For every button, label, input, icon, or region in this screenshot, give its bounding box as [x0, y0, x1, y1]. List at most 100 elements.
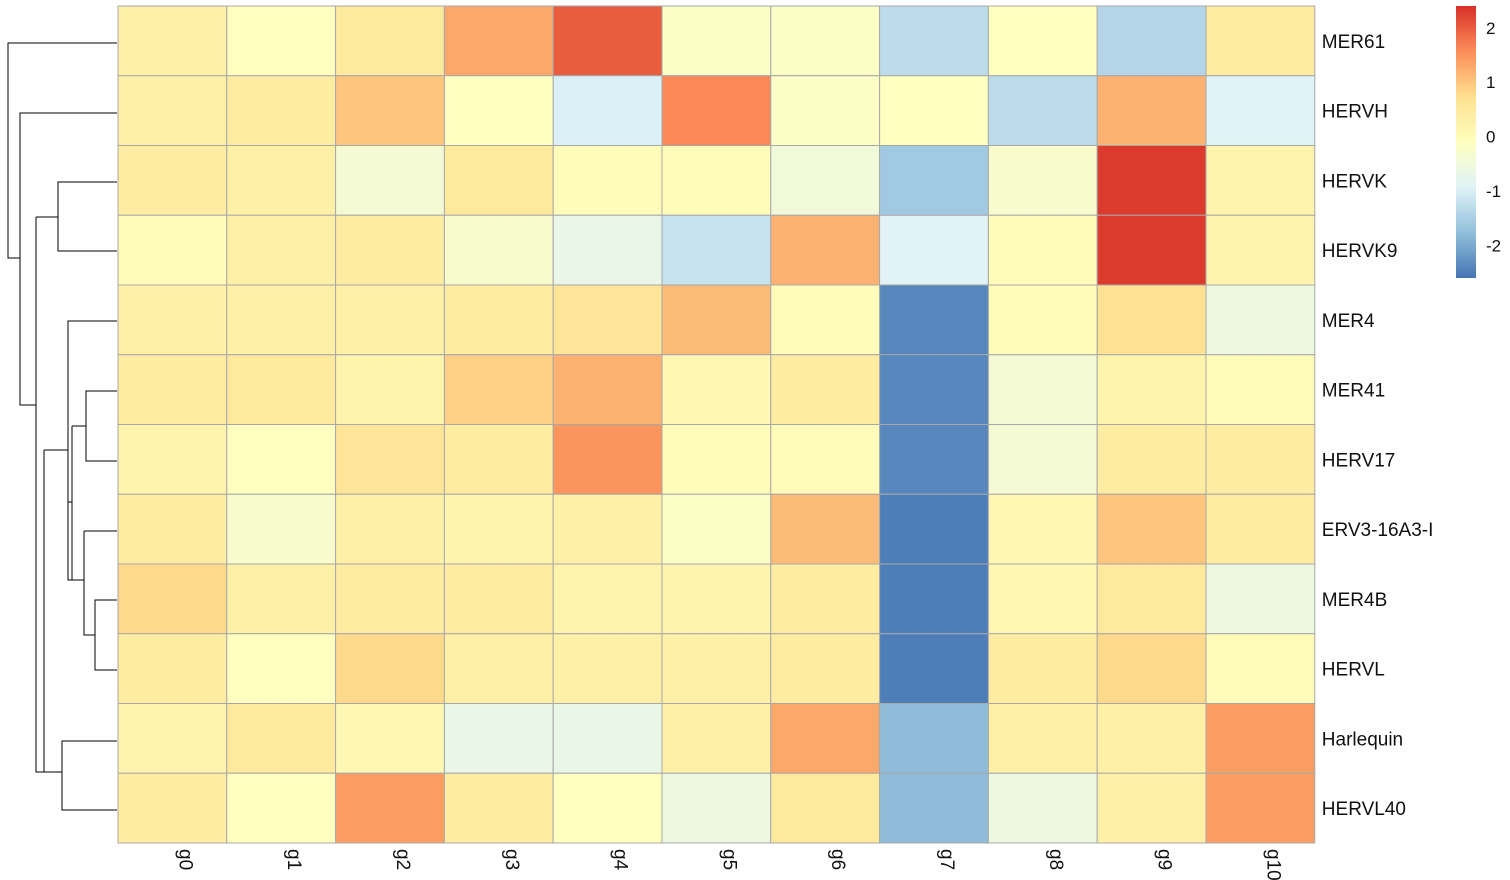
heatmap-cell: [335, 145, 445, 216]
heatmap-cell: [987, 633, 1098, 704]
heatmap-cell: [552, 5, 663, 77]
heatmap-cell: [661, 214, 772, 286]
heatmap-cell: [335, 703, 445, 774]
heatmap-cell: [443, 5, 554, 77]
heatmap-cell: [661, 633, 772, 704]
column-label: g9: [1154, 849, 1175, 870]
row-label: MER4: [1322, 311, 1375, 332]
heatmap-cell: [661, 424, 772, 495]
heatmap-cell: [226, 145, 337, 216]
heatmap-cell: [1205, 354, 1316, 425]
heatmap-cell: [552, 563, 663, 635]
heatmap-cell: [1205, 633, 1316, 704]
heatmap-cell: [987, 145, 1098, 216]
column-label: g3: [501, 849, 522, 870]
heatmap-cell: [335, 493, 445, 565]
colorbar-tick-label: -2: [1486, 236, 1501, 255]
heatmap-cell: [879, 703, 989, 774]
heatmap-cell: [1205, 5, 1316, 77]
heatmap-cell: [443, 493, 554, 565]
heatmap-cell: [552, 284, 663, 356]
heatmap-cell: [443, 563, 554, 635]
row-label: HERVH: [1322, 102, 1388, 123]
heatmap-cell: [987, 214, 1098, 286]
column-label: g7: [936, 849, 957, 870]
heatmap-cells: [117, 5, 1316, 844]
heatmap-cell: [335, 5, 445, 77]
row-label: ERV3-16A3-I: [1322, 520, 1434, 541]
heatmap-cell: [661, 75, 772, 146]
heatmap-cell: [1205, 75, 1316, 146]
heatmap-cell: [226, 493, 337, 565]
colorbar: [1456, 6, 1476, 278]
heatmap-cell: [226, 284, 337, 356]
heatmap-cell: [552, 75, 663, 146]
heatmap-cell: [879, 284, 989, 356]
dendro-branch: [61, 740, 117, 811]
dendro-branch: [43, 450, 62, 773]
heatmap-cell: [987, 563, 1098, 635]
heatmap-cell: [1096, 633, 1207, 704]
heatmap-cell: [661, 563, 772, 635]
heatmap-cell: [1096, 772, 1207, 844]
heatmap-cell: [770, 5, 881, 77]
heatmap-cell: [661, 145, 772, 216]
heatmap-cell: [1205, 772, 1316, 844]
heatmap-cell: [335, 284, 445, 356]
row-label: HERVL40: [1322, 799, 1406, 820]
heatmap-cell: [117, 354, 228, 425]
heatmap-cell: [1205, 284, 1316, 356]
heatmap-cell: [552, 493, 663, 565]
column-label: g8: [1045, 849, 1066, 870]
heatmap-cell: [552, 772, 663, 844]
column-label: g0: [174, 849, 195, 870]
heatmap-cell: [879, 424, 989, 495]
heatmap-cell: [443, 772, 554, 844]
heatmap-cell: [987, 284, 1098, 356]
heatmap-cell: [117, 284, 228, 356]
heatmap-cell: [443, 424, 554, 495]
heatmap-cell: [770, 284, 881, 356]
heatmap-cell: [1096, 354, 1207, 425]
heatmap-cell: [1096, 284, 1207, 356]
heatmap-cell: [661, 772, 772, 844]
heatmap-cell: [226, 703, 337, 774]
heatmap-cell: [879, 493, 989, 565]
row-dendrogram: [7, 42, 117, 811]
heatmap-cell: [987, 5, 1098, 77]
dendro-branch: [85, 390, 117, 462]
heatmap-cell: [1096, 703, 1207, 774]
heatmap-cell: [226, 633, 337, 704]
heatmap-cell: [335, 75, 445, 146]
heatmap-cell: [879, 145, 989, 216]
heatmap-cell: [661, 354, 772, 425]
heatmap-cell: [226, 563, 337, 635]
heatmap-cell: [552, 354, 663, 425]
heatmap-cell: [987, 75, 1098, 146]
colorbar-ticks: 2 1 0 -1 -2: [1486, 19, 1501, 256]
heatmap-cell: [226, 5, 337, 77]
heatmap-cell: [117, 75, 228, 146]
heatmap-cell: [879, 75, 989, 146]
heatmap-cell: [1205, 214, 1316, 286]
heatmap-cell: [226, 424, 337, 495]
heatmap-cell: [987, 354, 1098, 425]
dendro-branch: [35, 217, 44, 773]
heatmap-cell: [661, 5, 772, 77]
heatmap-cell: [879, 633, 989, 704]
heatmap-cell: [770, 772, 881, 844]
heatmap-cell: [879, 772, 989, 844]
heatmap-cell: [770, 75, 881, 146]
row-label: HERVK9: [1322, 241, 1398, 262]
heatmap-cell: [770, 563, 881, 635]
heatmap-cell: [117, 493, 228, 565]
heatmap-cell: [552, 214, 663, 286]
heatmap-cell: [552, 145, 663, 216]
row-label: MER61: [1322, 32, 1385, 53]
heatmap-cell: [443, 75, 554, 146]
heatmap-cell: [117, 563, 228, 635]
heatmap-cell: [661, 284, 772, 356]
heatmap-cell: [770, 354, 881, 425]
row-label: MER4B: [1322, 590, 1387, 611]
